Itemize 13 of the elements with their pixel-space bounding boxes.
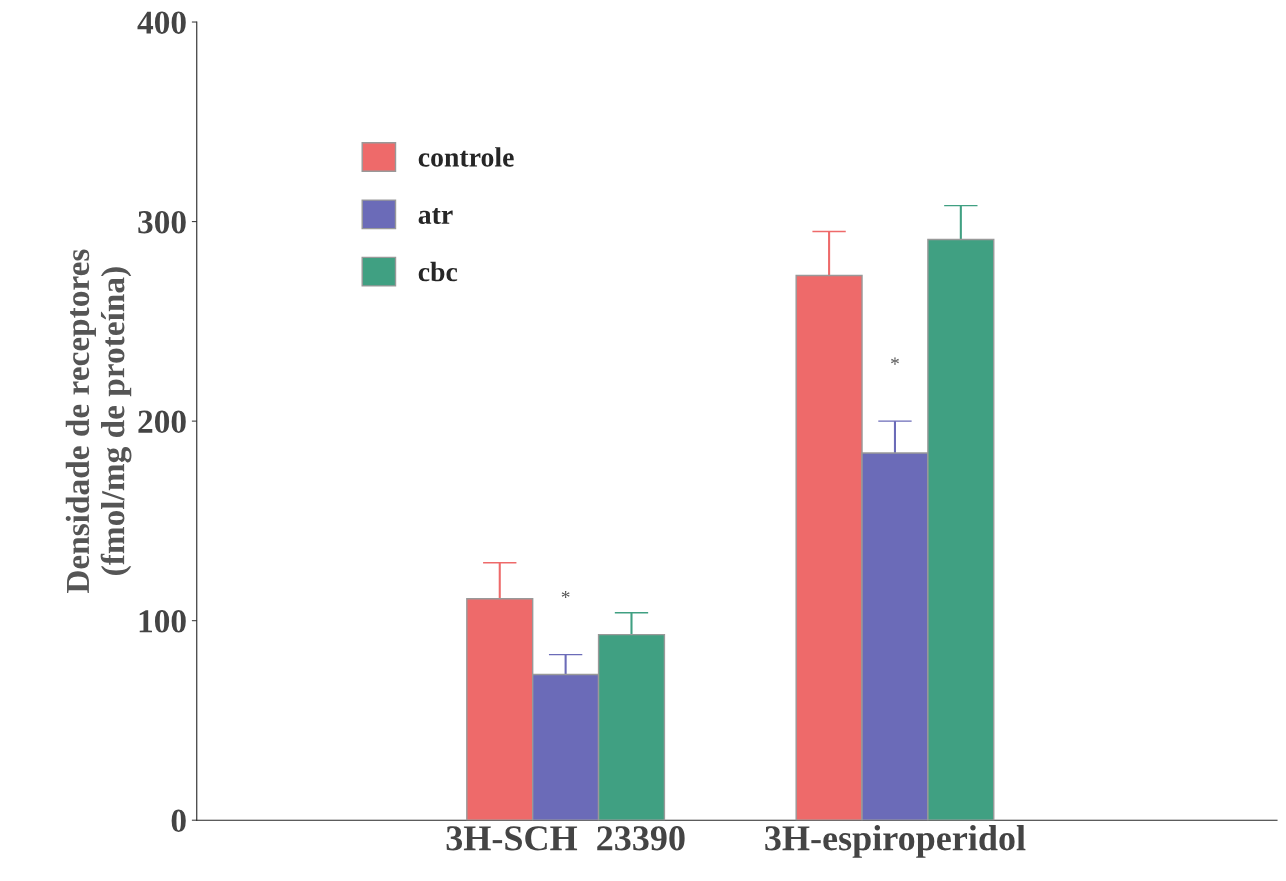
annotation: *: [561, 590, 570, 599]
annotation: *: [891, 357, 899, 365]
y-tick-label: 100: [139, 610, 186, 633]
legend-label: atr: [418, 208, 453, 224]
x-tick-label: 3H-espiroperidol: [765, 825, 1026, 858]
y-tick-label: 300: [138, 210, 186, 234]
y-tick-label: 0: [171, 809, 186, 833]
x-tick-label: 3H-SCH 23390: [446, 826, 685, 851]
y-axis-title: Densidade de receptores (fmol/mg de proteína): [65, 249, 132, 594]
legend-label: cbc: [418, 261, 458, 282]
y-tick-label: 200: [138, 410, 186, 434]
y-tick-label: 400: [137, 11, 186, 34]
legend-label: controle: [418, 147, 514, 167]
